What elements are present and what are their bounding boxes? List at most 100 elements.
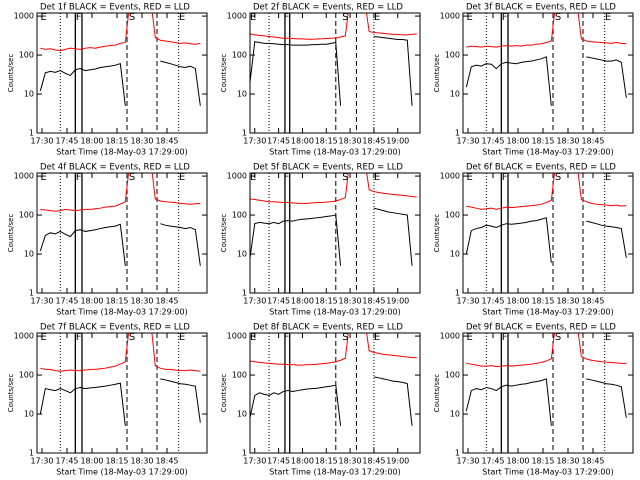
plot-frame — [462, 332, 634, 454]
event-label: F — [284, 172, 290, 183]
x-tick-label: 18:15 — [315, 137, 338, 146]
x-tick-label: 18:15 — [531, 137, 554, 146]
y-axis-label: Counts/sec — [7, 54, 15, 93]
y-tick-label: 1 — [455, 449, 460, 458]
event-label: S — [129, 172, 135, 183]
x-tick-label: 17:30 — [456, 297, 479, 306]
y-axis-label: Counts/sec — [220, 54, 228, 93]
event-label: E — [605, 12, 611, 23]
x-tick-label: 18:15 — [531, 297, 554, 306]
x-tick-label: 18:30 — [130, 137, 153, 146]
panel: 1 10 100 1000 17:30 17:45 18:00 18:15 18:30 18:45… — [7, 163, 208, 317]
event-label: E — [41, 332, 47, 343]
series-line — [39, 60, 201, 106]
chart-title: Det 6f BLACK = Events, RED = LLD — [466, 163, 616, 173]
plot-frame — [462, 172, 634, 294]
x-axis-label: Start Time (18-May-03 17:29:00) — [56, 308, 187, 317]
x-tick-label: 18:15 — [105, 137, 128, 146]
x-tick-label: 18:00 — [80, 137, 103, 146]
x-tick-label: 18:45 — [155, 137, 178, 146]
x-tick-label: 17:30 — [456, 457, 479, 466]
series-line — [39, 223, 201, 266]
series-line — [465, 56, 627, 106]
series-line — [250, 333, 417, 366]
x-tick-label: 17:30 — [456, 137, 479, 146]
x-tick-label: 17:45 — [55, 137, 78, 146]
plot-frame — [462, 12, 634, 134]
event-label: E — [467, 12, 473, 23]
y-tick-label: 1 — [242, 449, 247, 458]
chart-title: Det 5f BLACK = Events, RED = LLD — [253, 163, 403, 173]
x-tick-label: 18:30 — [130, 297, 153, 306]
series-line — [466, 13, 627, 48]
y-tick-label: 10 — [450, 410, 460, 419]
y-axis-label: Counts/sec — [7, 214, 15, 253]
series-line — [466, 333, 627, 368]
x-tick-label: 17:45 — [481, 137, 504, 146]
event-label: E — [467, 332, 473, 343]
y-tick-label: 1000 — [227, 172, 247, 181]
x-axis-label: Start Time (18-May-03 17:29:00) — [482, 308, 613, 317]
y-tick-label: 1000 — [440, 12, 460, 21]
event-label: S — [129, 12, 135, 23]
x-tick-label: 18:00 — [291, 297, 314, 306]
x-tick-label: 18:45 — [362, 297, 385, 306]
series-line — [250, 35, 413, 106]
y-tick-label: 1000 — [14, 12, 34, 21]
x-tick-label: 18:45 — [362, 457, 385, 466]
x-tick-label: 18:45 — [581, 457, 604, 466]
y-tick-label: 100 — [232, 211, 247, 220]
y-tick-label: 10 — [450, 250, 460, 259]
series-line — [466, 173, 627, 210]
x-axis-label: Start Time (18-May-03 17:29:00) — [269, 148, 400, 157]
x-tick-label: 18:30 — [339, 457, 362, 466]
event-label: E — [374, 172, 380, 183]
y-axis-label: Counts/sec — [433, 54, 441, 93]
y-tick-label: 10 — [24, 90, 34, 99]
x-axis-label: Start Time (18-May-03 17:29:00) — [482, 148, 613, 157]
y-tick-label: 10 — [237, 410, 247, 419]
x-tick-label: 18:15 — [531, 457, 554, 466]
series-line — [250, 173, 417, 204]
x-tick-label: 18:00 — [291, 457, 314, 466]
series-line — [250, 207, 413, 266]
y-tick-label: 100 — [232, 51, 247, 60]
x-tick-label: 17:30 — [30, 457, 53, 466]
series-line — [465, 378, 627, 426]
plot-frame — [249, 172, 421, 294]
event-label: F — [76, 172, 82, 183]
y-tick-label: 100 — [445, 51, 460, 60]
y-axis-label: Counts/sec — [433, 214, 441, 253]
y-tick-label: 1 — [29, 289, 34, 298]
event-label: E — [179, 332, 185, 343]
x-tick-label: 18:45 — [155, 297, 178, 306]
x-tick-label: 18:30 — [339, 137, 362, 146]
x-tick-label: 17:30 — [243, 297, 266, 306]
event-label: E — [374, 12, 380, 23]
y-tick-label: 100 — [19, 51, 34, 60]
y-tick-label: 10 — [237, 250, 247, 259]
x-tick-label: 18:45 — [581, 137, 604, 146]
panel: 1 10 100 1000 17:30 17:45 18:00 18:15 18:30 18:45… — [433, 163, 634, 317]
event-label: F — [284, 12, 290, 23]
event-label: E — [374, 332, 380, 343]
x-tick-label: 17:45 — [267, 137, 290, 146]
x-tick-label: 18:45 — [362, 137, 385, 146]
x-tick-label: 17:30 — [243, 137, 266, 146]
event-label: S — [342, 12, 348, 23]
y-tick-label: 1 — [455, 129, 460, 138]
y-tick-label: 1000 — [440, 332, 460, 341]
x-tick-label: 17:45 — [267, 297, 290, 306]
x-tick-label: 18:00 — [506, 297, 529, 306]
x-tick-label: 19:00 — [386, 297, 409, 306]
chart-title: Det 9f BLACK = Events, RED = LLD — [466, 323, 616, 333]
series-line — [40, 173, 201, 212]
event-label: E — [467, 172, 473, 183]
x-tick-label: 18:45 — [155, 457, 178, 466]
series-line — [250, 13, 417, 40]
y-tick-label: 1000 — [227, 332, 247, 341]
panel: 1 10 100 1000 17:30 17:45 18:00 18:15 18:30 18:45… — [433, 323, 634, 477]
panel: 1 10 100 1000 17:30 17:45 18:00 18:15 18:30 18:45… — [7, 3, 208, 157]
event-label: F — [502, 12, 508, 23]
